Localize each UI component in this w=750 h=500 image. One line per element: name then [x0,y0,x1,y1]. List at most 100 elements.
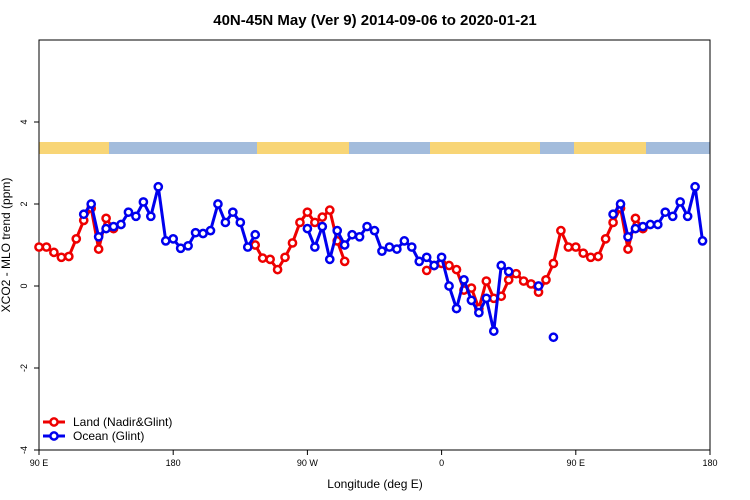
data-point [526,279,536,289]
data-point [578,248,589,259]
y-axis-label: XCO2 - MLO trend (ppm) [0,178,13,313]
legend-label: Ocean (Glint) [73,429,144,443]
data-point [138,197,149,207]
x-tick-label: 90 W [297,458,319,468]
data-point [145,211,156,222]
data-point [466,295,477,306]
data-point [250,240,261,250]
data-point [399,236,410,246]
data-point [436,252,447,263]
data-point [183,240,193,251]
data-point [570,242,581,252]
data-point [615,199,626,209]
data-point [600,234,611,244]
data-point [451,303,462,314]
data-point [563,242,574,252]
y-tick-label: 2 [19,201,29,206]
ocean-band [39,142,710,154]
data-point [287,238,298,248]
data-point [339,256,350,267]
data-point [444,260,454,271]
land-band [574,142,646,154]
data-point [153,181,164,192]
x-tick-label: 0 [439,458,444,468]
data-point [444,281,454,291]
data-point [317,212,328,222]
data-point [697,236,708,246]
data-point [496,260,507,271]
legend-label: Land (Nadir&Glint) [73,415,172,429]
y-tick-label: 0 [19,283,29,288]
data-point [56,252,67,263]
data-point [384,242,395,252]
data-point [630,223,641,234]
data-point [250,229,261,240]
data-point [310,217,320,228]
series-line [82,186,705,332]
data-point [71,234,82,244]
data-point [362,221,372,232]
data-point [160,236,171,246]
land-mask-band [39,142,710,154]
data-point [503,275,514,285]
data-point [235,217,246,228]
data-point [108,221,119,232]
data-point [377,246,387,256]
x-tick-label: 90 E [567,458,586,468]
data-point [518,276,529,286]
data-point [608,217,618,228]
data-point [690,181,700,192]
chart-title: 40N-45N May (Ver 9) 2014-09-06 to 2020-0… [213,12,537,29]
legend-swatch [49,417,59,427]
x-tick-label: 180 [702,458,717,468]
data-point [168,234,179,244]
data-point [548,258,559,269]
data-point [488,326,499,336]
data-point [369,225,380,236]
data-point [302,223,313,234]
data-point [645,219,656,230]
data-point [324,254,335,265]
data-point [213,199,223,209]
land-band [39,142,109,154]
data-point [481,276,492,286]
data-point [123,207,134,218]
data-point [63,251,74,262]
data-point [406,242,417,252]
data-point [503,266,514,277]
data-point [280,252,290,263]
x-axis-label: Longitude (deg E) [327,477,422,491]
data-point [242,242,253,252]
data-point [227,207,238,218]
y-tick-label: -2 [19,364,29,372]
data-point [511,268,522,279]
data-point [198,228,208,239]
data-point [541,275,551,285]
data-point [339,240,350,250]
data-point [324,205,335,215]
data-point [116,219,126,230]
data-point [93,244,104,254]
land-band [430,142,540,154]
data-point [414,256,425,267]
data-point [623,244,633,254]
data-point [630,213,641,224]
data-point [93,231,104,242]
data-point [481,293,492,304]
data-point [593,251,604,262]
data-point [667,211,678,222]
data-point [474,307,484,318]
data-point [459,275,469,285]
legend-swatch [49,431,59,441]
data-point [623,231,633,242]
data-point [638,221,648,232]
data-point [205,225,216,236]
data-point [101,213,111,224]
data-point [78,209,89,220]
data-point [257,253,268,263]
data-point [660,207,671,218]
data-point [675,197,686,207]
data-point [556,225,566,236]
data-point [548,332,559,343]
data-point [533,281,544,291]
